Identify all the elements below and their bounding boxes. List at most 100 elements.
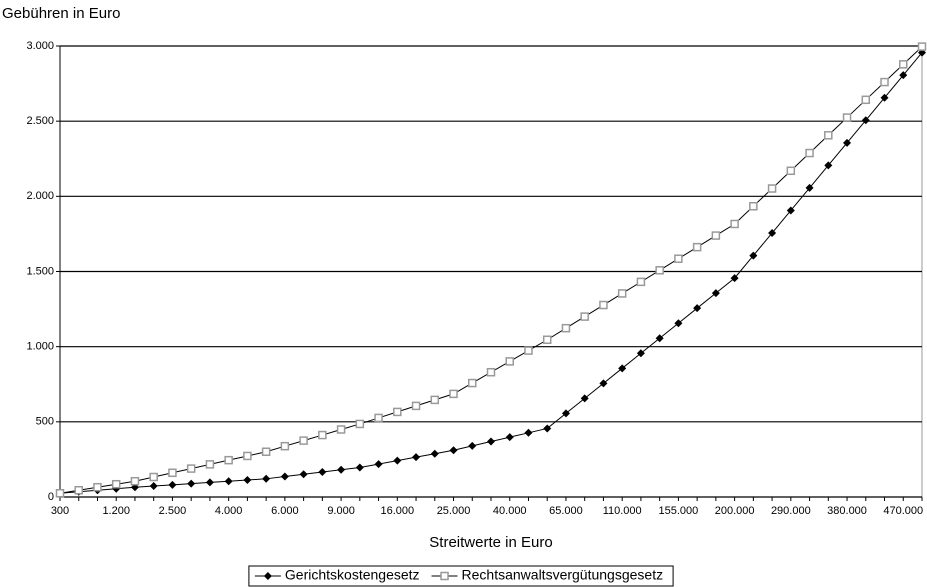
marker [243,451,252,461]
marker [636,277,646,287]
marker [299,470,308,479]
x-tick-label: 6.000 [271,505,299,517]
marker [505,357,514,366]
marker [861,95,871,105]
marker [805,183,814,192]
marker [336,425,346,434]
marker [880,93,889,102]
marker [224,477,233,486]
marker [543,424,552,433]
marker [205,478,214,487]
marker [842,113,852,122]
marker [693,304,702,313]
marker [411,401,421,411]
x-tick-label: 25.000 [437,505,471,517]
x-tick-label: 9.000 [327,505,355,517]
marker [561,409,570,418]
x-tick-label: 470.000 [883,505,923,517]
x-tick-label: 155.000 [659,505,699,517]
x-tick-label: 200.000 [715,505,755,517]
x-tick-label: 380.000 [827,505,867,517]
series-line [59,52,923,494]
marker [899,71,908,80]
y-axis-title: Gebühren in Euro [2,5,120,22]
y-tick-label: 1.500 [26,265,54,277]
marker [355,463,364,472]
marker [224,455,233,465]
y-tick-label: 3.000 [26,40,54,52]
marker [805,148,814,158]
marker [486,367,496,377]
marker [786,166,796,176]
marker [824,131,833,140]
legend: Gerichtskostengesetz Rechtsanwaltsvergütu… [248,565,674,587]
marker [299,436,308,445]
marker [55,488,65,498]
marker [205,460,215,469]
marker [168,468,177,478]
marker [692,242,702,252]
marker [412,453,421,462]
marker [393,456,402,465]
legend-item: Gerichtskostengesetz [254,567,420,583]
marker [599,300,608,310]
marker [636,349,645,358]
marker [899,60,908,69]
x-tick-label: 40.000 [493,505,527,517]
marker [393,407,402,417]
y-tick-label: 0 [48,491,54,503]
marker [618,364,627,373]
marker [542,335,552,345]
marker [263,572,272,580]
marker [280,441,290,451]
marker [449,389,458,399]
x-tick-label: 65.000 [549,505,583,517]
series-line [59,46,923,494]
x-tick-label: 290.000 [771,505,811,517]
marker [824,161,833,170]
x-tick-label: 16.000 [380,505,414,517]
marker [749,202,758,211]
marker [524,428,533,437]
marker [580,312,589,321]
marker [93,482,102,492]
x-tick-label: 110.000 [603,505,642,517]
x-tick-label: 2.500 [159,505,187,517]
marker [524,346,533,355]
x-tick-label: 1.200 [102,505,130,517]
x-tick-label: 300 [51,505,69,517]
marker [505,433,514,442]
legend-label: Rechtsanwaltsvergütungsgesetz [462,567,664,583]
marker [674,319,683,328]
marker [487,437,495,446]
marker [917,42,927,51]
marker [468,378,477,388]
marker [580,394,589,403]
marker [355,419,365,429]
marker [261,447,271,456]
marker [243,476,252,485]
marker [730,219,739,229]
marker [768,229,777,238]
marker [111,479,121,489]
marker [74,485,83,495]
marker [280,472,289,481]
marker [655,266,664,275]
marker [674,254,683,263]
marker [843,138,852,147]
marker [449,446,458,455]
legend-item: Rechtsanwaltsvergütungsgesetz [431,567,664,583]
x-tick-label: 4.000 [215,505,243,517]
marker [168,480,177,489]
marker [318,468,327,477]
legend-label: Gerichtskostengesetz [285,567,420,583]
y-tick-label: 2.000 [26,190,54,202]
marker [430,395,440,405]
marker [130,476,140,486]
y-tick-label: 2.500 [26,115,54,127]
marker [786,206,795,215]
marker [767,184,777,193]
marker [186,464,196,473]
marker [374,413,383,423]
